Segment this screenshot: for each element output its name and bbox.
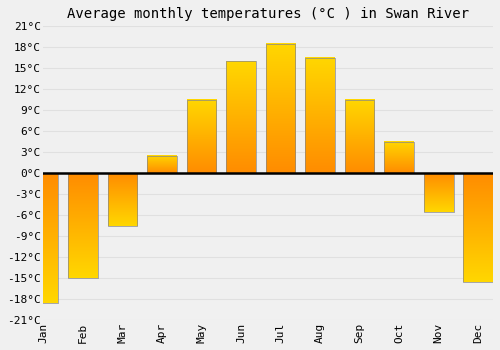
Bar — [68, 173, 98, 278]
Bar — [424, 173, 454, 212]
Bar — [384, 142, 414, 173]
Bar — [186, 100, 216, 173]
Bar — [266, 44, 296, 173]
Bar — [147, 156, 177, 173]
Bar — [266, 44, 296, 173]
Bar — [424, 173, 454, 212]
Bar — [186, 100, 216, 173]
Bar — [226, 61, 256, 173]
Bar — [147, 156, 177, 173]
Bar — [464, 173, 493, 281]
Bar — [464, 173, 493, 281]
Bar — [345, 100, 374, 173]
Bar — [108, 173, 138, 226]
Bar — [306, 58, 335, 173]
Bar — [108, 173, 138, 226]
Bar — [384, 142, 414, 173]
Bar — [345, 100, 374, 173]
Bar — [28, 173, 58, 302]
Bar — [306, 58, 335, 173]
Bar — [28, 173, 58, 302]
Title: Average monthly temperatures (°C ) in Swan River: Average monthly temperatures (°C ) in Sw… — [68, 7, 469, 21]
Bar — [68, 173, 98, 278]
Bar — [226, 61, 256, 173]
